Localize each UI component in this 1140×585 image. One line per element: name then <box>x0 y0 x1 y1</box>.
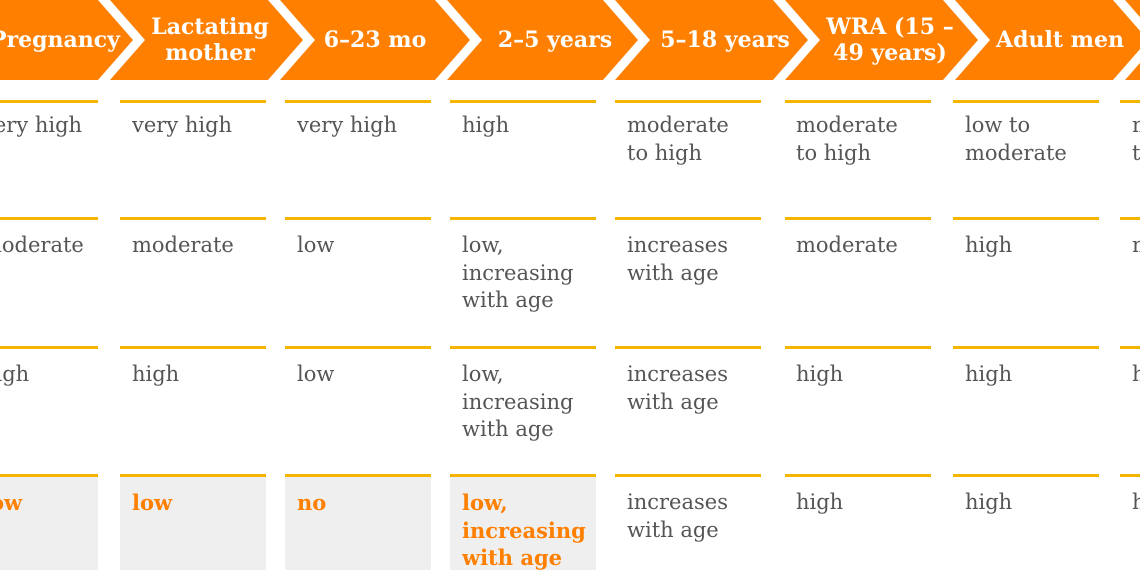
header-chevron <box>785 0 978 80</box>
table-cell: increases with age <box>627 233 728 285</box>
cell-divider <box>953 346 1099 349</box>
table-cell: high <box>965 362 1013 386</box>
table-cell: moderate <box>0 233 84 257</box>
cell-divider <box>785 217 931 220</box>
cell-divider <box>450 100 596 103</box>
table-cell: very high <box>0 113 83 137</box>
column-header: WRA (15 – 49 years) <box>826 14 954 66</box>
cell-divider <box>0 474 98 477</box>
cell-divider <box>0 217 98 220</box>
cell-divider <box>1120 100 1140 103</box>
table-cell: low, increasing with age <box>462 490 586 570</box>
table-cell: increases with age <box>627 490 728 542</box>
cell-divider <box>450 346 596 349</box>
cell-divider <box>285 474 431 477</box>
table-cell: increases with age <box>627 362 728 414</box>
table-cell: low, increasing with age <box>462 233 574 312</box>
column-header: Adult men <box>996 27 1124 53</box>
cell-divider <box>120 474 266 477</box>
cell-divider <box>285 217 431 220</box>
cell-divider <box>0 346 98 349</box>
table-cell: moderate <box>796 233 898 257</box>
cell-divider <box>120 100 266 103</box>
cell-divider <box>1120 217 1140 220</box>
cell-divider <box>285 346 431 349</box>
table-cell: very high <box>297 113 398 137</box>
header-chevron <box>0 0 133 80</box>
header-chevron <box>447 0 638 80</box>
header-chevron-band <box>0 0 1140 80</box>
cell-divider <box>120 217 266 220</box>
cell-divider <box>615 346 761 349</box>
cell-divider <box>953 217 1099 220</box>
column-header: 2–5 years <box>497 27 613 53</box>
table-cell: low to moderate <box>965 113 1067 165</box>
table-cell: moderate to high <box>796 113 898 165</box>
table-cell: h <box>1132 490 1140 514</box>
table-cell: h <box>1132 362 1140 386</box>
highlight-cell-background <box>285 477 431 570</box>
table-cell: high <box>462 113 510 137</box>
table-cell: low, increasing with age <box>462 362 574 441</box>
cell-divider <box>615 474 761 477</box>
cell-divider <box>1120 474 1140 477</box>
table-cell: high <box>796 362 844 386</box>
table-cell: low <box>297 233 335 257</box>
header-chevron <box>1125 0 1140 80</box>
cell-divider <box>953 474 1099 477</box>
cell-divider <box>615 217 761 220</box>
table-cell: m <box>1132 232 1140 361</box>
table-cell: low <box>297 362 335 386</box>
table-cell: high <box>965 233 1013 257</box>
column-header: Pregnancy <box>0 27 120 53</box>
cell-divider <box>120 346 266 349</box>
table-cell: moderate <box>132 233 234 257</box>
cell-divider <box>953 100 1099 103</box>
cell-divider <box>450 217 596 220</box>
table-cell: no <box>297 490 327 515</box>
header-chevron <box>110 0 303 80</box>
highlight-cell-background <box>120 477 266 570</box>
table-cell: high <box>0 362 30 386</box>
header-chevron <box>280 0 470 80</box>
table-cell: low <box>132 490 173 515</box>
table-cell: low <box>0 490 23 515</box>
cell-divider <box>450 474 596 477</box>
table-cell: high <box>965 490 1013 514</box>
table-cell: m t <box>1132 113 1140 165</box>
age-group-table: very high very high very high high moderate … <box>0 0 1140 570</box>
table-cell: very high <box>132 113 233 137</box>
cell-divider <box>615 100 761 103</box>
cell-divider <box>1120 346 1140 349</box>
header-chevron <box>955 0 1140 80</box>
table-cell: high <box>796 490 844 514</box>
column-header: 6–23 mo <box>323 27 427 53</box>
cell-divider <box>785 474 931 477</box>
cell-divider <box>785 346 931 349</box>
cell-divider <box>285 100 431 103</box>
column-header: Lactating mother <box>151 14 269 66</box>
highlight-cell-background <box>0 477 98 570</box>
highlight-cell-background <box>450 477 596 570</box>
table-cell: moderate to high <box>627 113 729 165</box>
header-chevron <box>615 0 808 80</box>
cell-divider <box>785 100 931 103</box>
cell-divider <box>0 100 98 103</box>
table-cell: high <box>132 362 180 386</box>
column-header: 5–18 years <box>660 27 790 53</box>
